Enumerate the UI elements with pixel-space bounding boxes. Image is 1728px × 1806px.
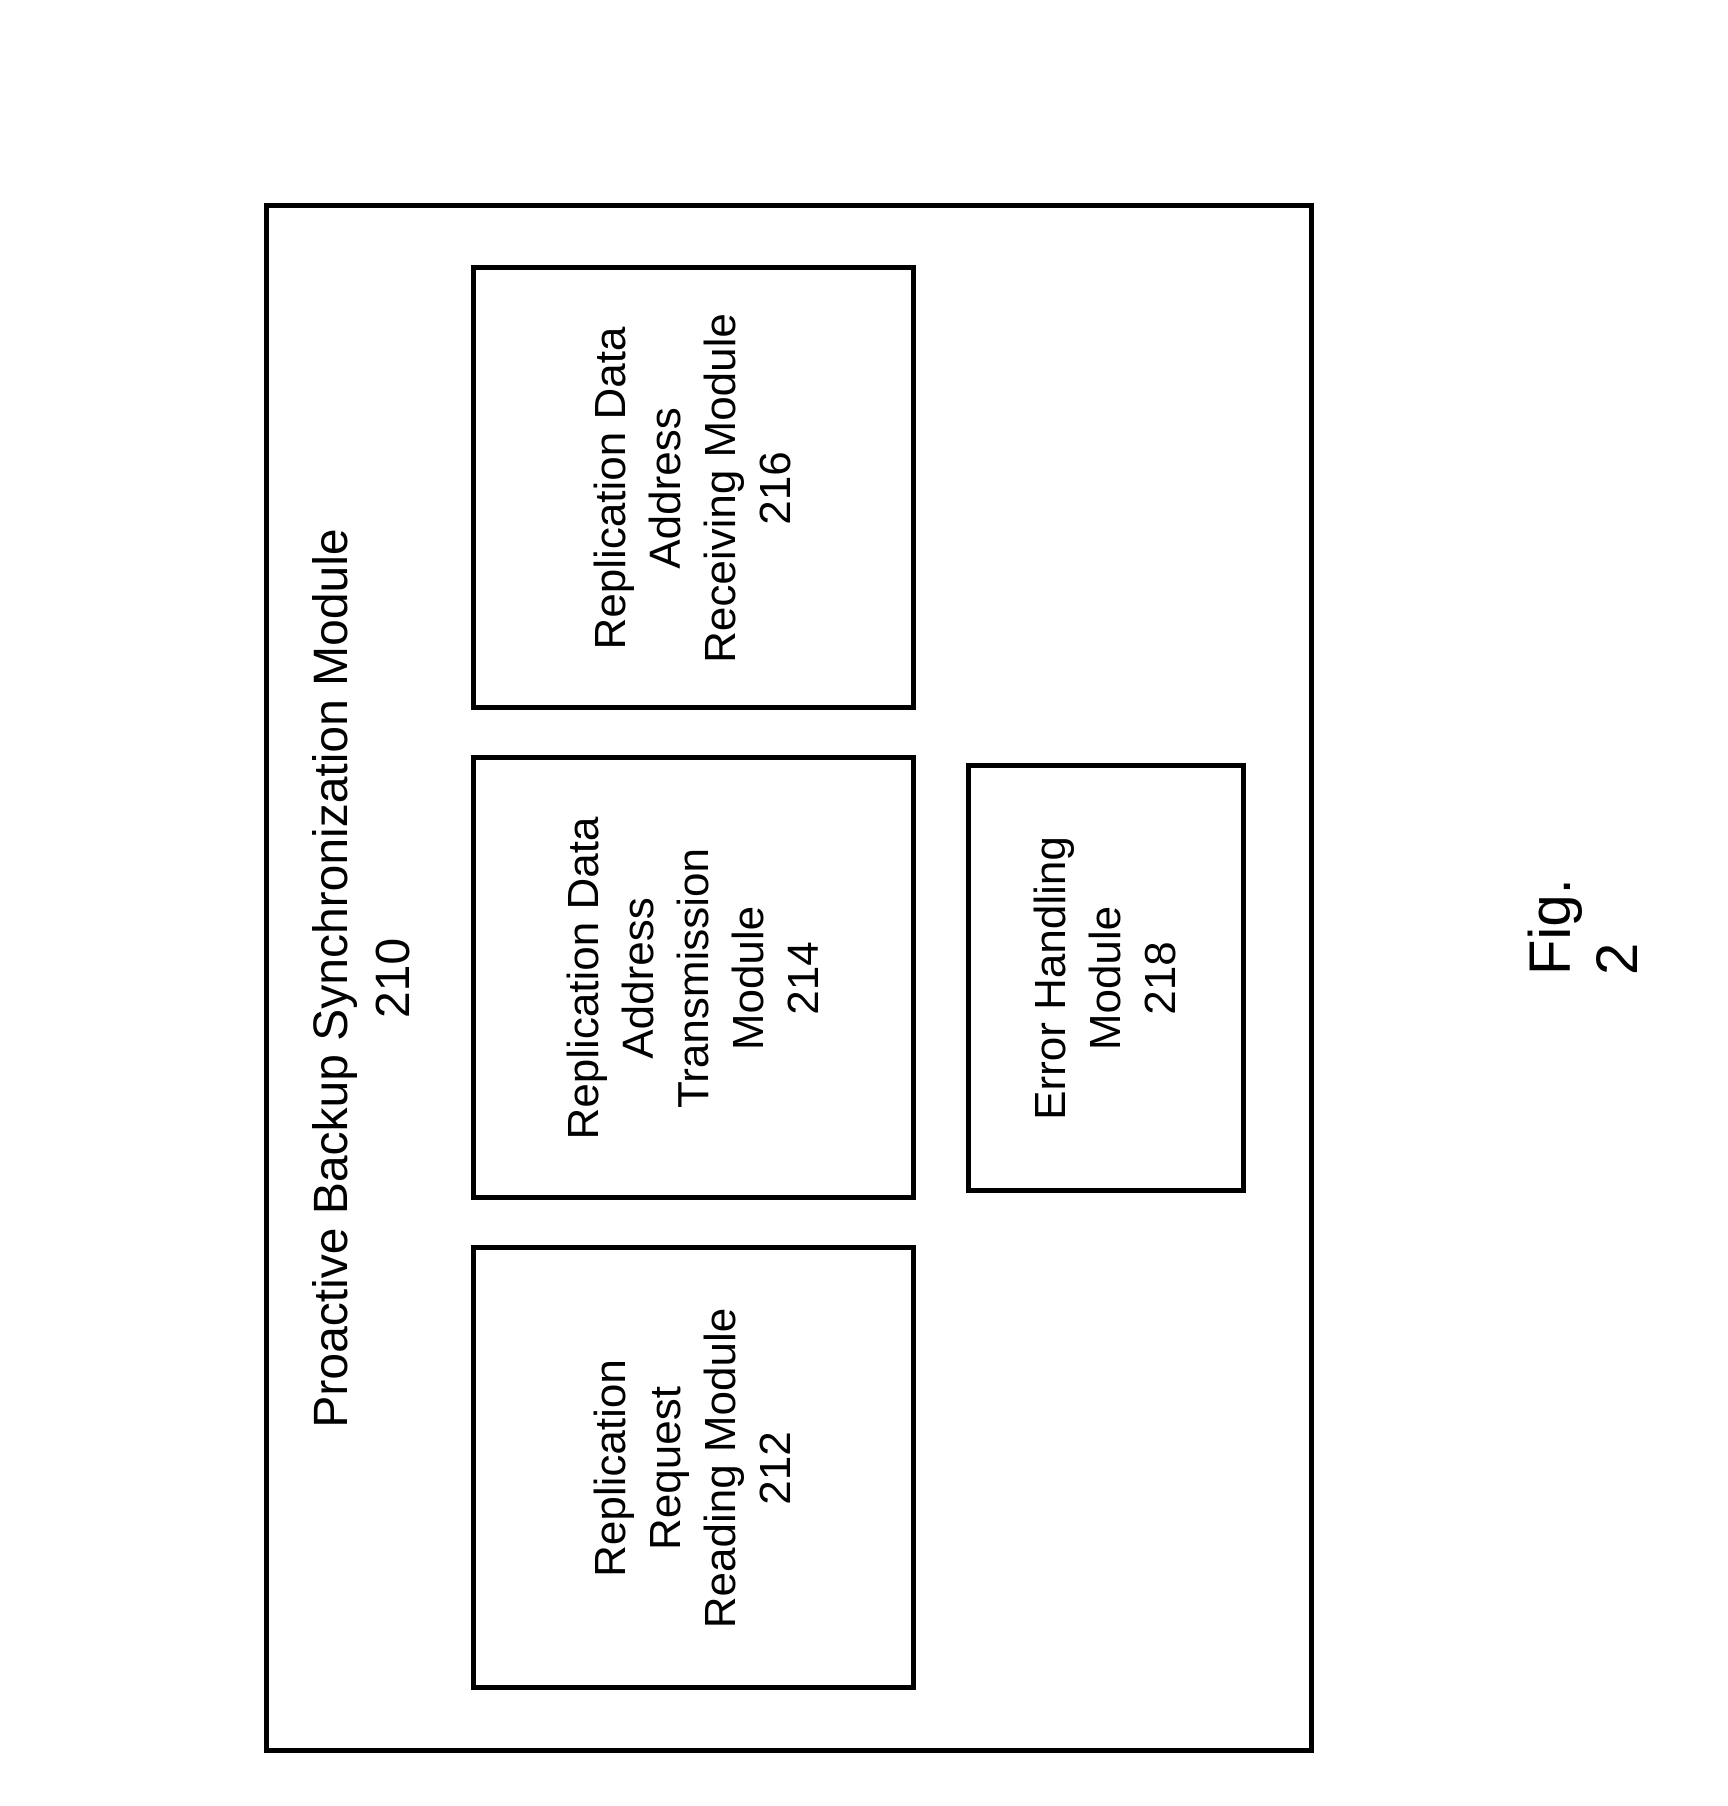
container-title: Proactive Backup Synchronization Module …	[301, 248, 426, 1708]
module-number: 212	[748, 1431, 803, 1504]
module-line: Replication Data	[556, 817, 611, 1140]
module-line: Replication Data	[583, 327, 638, 650]
diagram-wrapper: Proactive Backup Synchronization Module …	[264, 53, 1464, 1753]
proactive-backup-sync-module-container: Proactive Backup Synchronization Module …	[264, 203, 1314, 1753]
error-handling-module: Error Handling Module 218	[966, 763, 1246, 1193]
figure-label: Fig. 2	[1517, 831, 1651, 975]
module-line: Address	[611, 897, 666, 1058]
module-line: Error Handling	[1023, 836, 1078, 1120]
module-line: Transmission	[666, 848, 721, 1108]
module-line: Module	[1078, 906, 1133, 1050]
module-line: Reading Module	[693, 1308, 748, 1628]
module-line: Address	[638, 407, 693, 568]
replication-data-address-transmission-module: Replication Data Address Transmission Mo…	[471, 756, 916, 1201]
module-number: 216	[748, 451, 803, 524]
module-line: Receiving Module	[693, 313, 748, 663]
modules-row-1: Replication Request Reading Module 212 R…	[471, 248, 916, 1708]
module-line: Replication	[583, 1359, 638, 1577]
module-line: Module	[721, 906, 776, 1050]
module-number: 214	[776, 941, 831, 1014]
module-line: Request	[638, 1386, 693, 1550]
title-line-2: 210	[363, 248, 425, 1708]
replication-request-reading-module: Replication Request Reading Module 212	[471, 1246, 916, 1691]
replication-data-address-receiving-module: Replication Data Address Receiving Modul…	[471, 266, 916, 711]
title-line-1: Proactive Backup Synchronization Module	[301, 248, 363, 1708]
module-number: 218	[1133, 941, 1188, 1014]
